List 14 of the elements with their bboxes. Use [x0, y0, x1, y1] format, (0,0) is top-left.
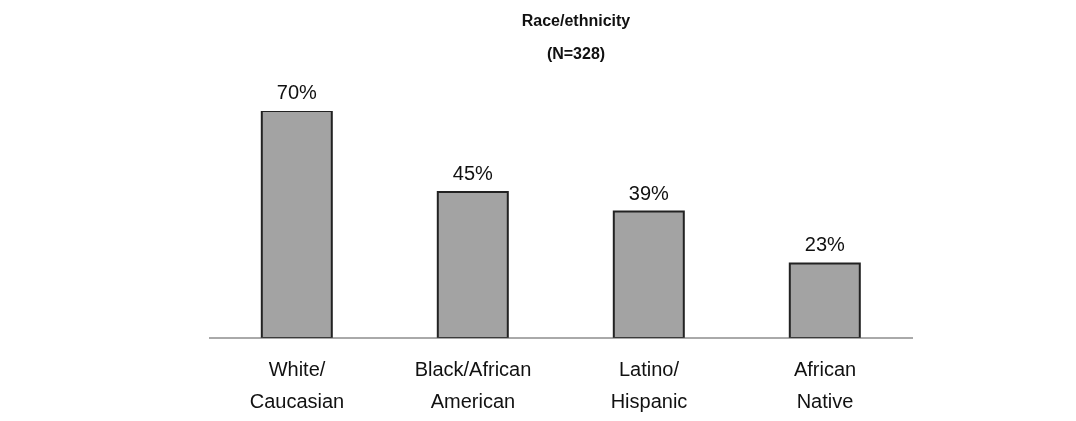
bar	[436, 191, 509, 338]
bar	[788, 262, 861, 338]
data-label: 23%	[804, 233, 846, 256]
bar	[612, 210, 685, 338]
data-label: 70%	[276, 81, 318, 103]
x-tick-label: African Native	[793, 358, 857, 412]
chart-title: Race/ethnicity	[520, 12, 632, 31]
bar	[260, 111, 333, 338]
chart-subtitle: (N=328)	[545, 45, 607, 63]
x-tick-label: Latino/ Hispanic	[610, 358, 688, 412]
x-tick-label: Black/African American	[414, 358, 532, 412]
x-tick-label: White/ Caucasian	[249, 358, 345, 412]
data-label: 39%	[628, 181, 670, 204]
data-label: 45%	[452, 162, 494, 185]
